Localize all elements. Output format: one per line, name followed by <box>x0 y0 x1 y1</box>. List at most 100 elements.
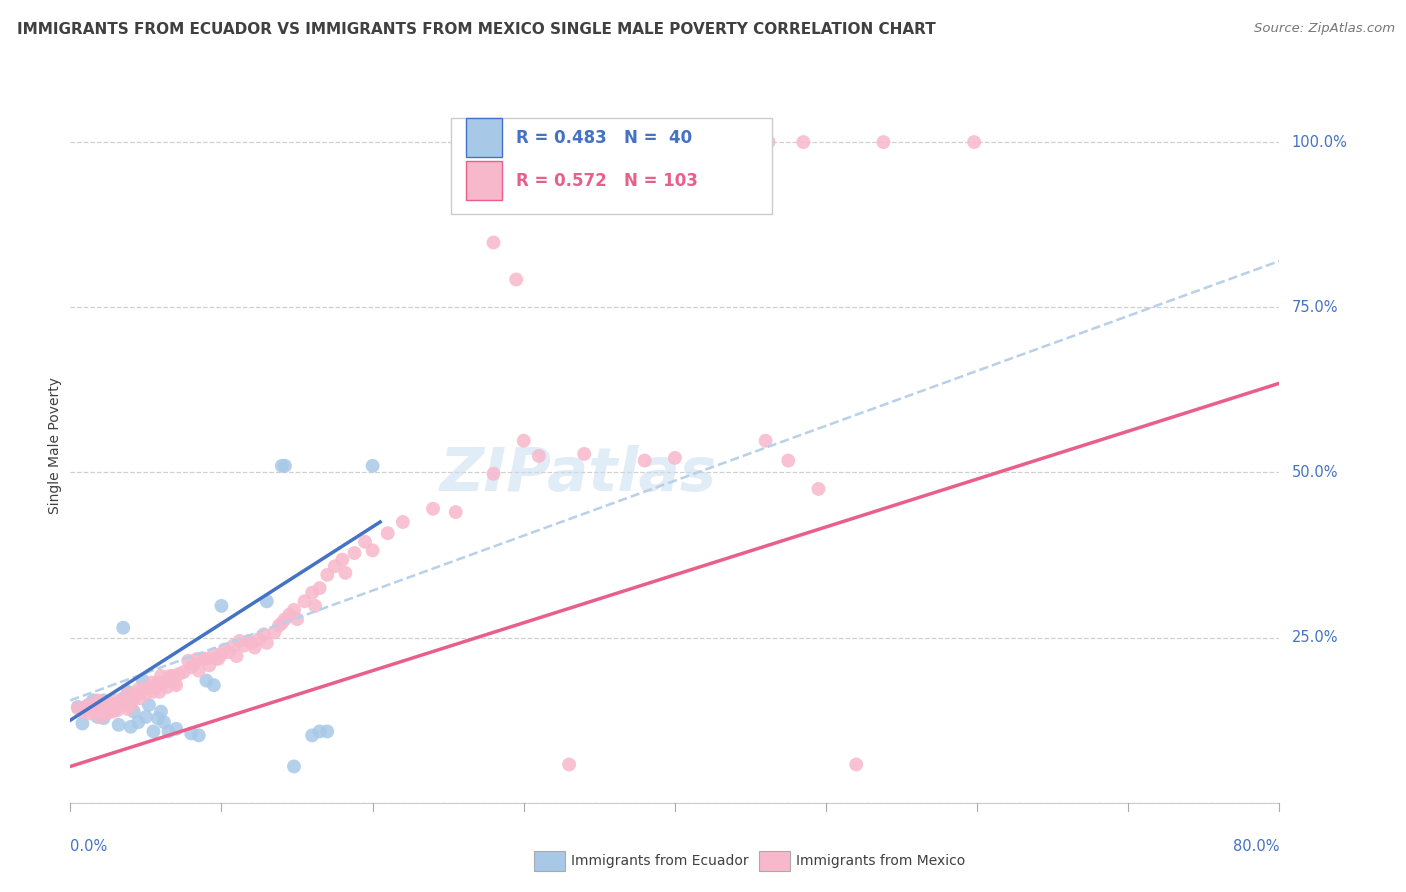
Point <box>135 710 157 724</box>
Point <box>872 135 894 149</box>
Point <box>256 594 278 608</box>
Point <box>323 559 346 574</box>
Point <box>963 135 986 149</box>
Point <box>238 634 260 648</box>
Point <box>111 693 134 707</box>
Text: IMMIGRANTS FROM ECUADOR VS IMMIGRANTS FROM MEXICO SINGLE MALE POVERTY CORRELATIO: IMMIGRANTS FROM ECUADOR VS IMMIGRANTS FR… <box>17 22 935 37</box>
Point <box>120 720 142 734</box>
Point <box>77 698 100 712</box>
Point <box>202 678 225 692</box>
Point <box>294 594 316 608</box>
Point <box>100 702 122 716</box>
Text: Immigrants from Ecuador: Immigrants from Ecuador <box>571 854 748 868</box>
Point <box>107 718 129 732</box>
Point <box>709 135 731 149</box>
Point <box>633 453 655 467</box>
Point <box>165 678 187 692</box>
Point <box>187 728 209 742</box>
Bar <box>465 118 502 157</box>
Point <box>270 458 294 473</box>
Point <box>86 693 108 707</box>
Point <box>444 505 467 519</box>
Bar <box>465 161 502 200</box>
Point <box>792 135 814 149</box>
Text: 80.0%: 80.0% <box>1233 839 1279 855</box>
Point <box>482 467 505 481</box>
Point <box>125 687 148 701</box>
Point <box>141 675 163 690</box>
Point <box>86 710 108 724</box>
Point <box>150 705 172 719</box>
Point <box>316 567 339 582</box>
Point <box>187 664 209 678</box>
Point <box>122 691 145 706</box>
Point <box>332 552 354 566</box>
Point <box>142 724 165 739</box>
Point <box>505 272 527 286</box>
Point <box>377 526 399 541</box>
Point <box>93 711 115 725</box>
Point <box>153 715 176 730</box>
Text: ZIPatlas: ZIPatlas <box>440 445 717 504</box>
FancyBboxPatch shape <box>451 118 772 214</box>
Point <box>267 618 290 632</box>
Point <box>77 698 100 712</box>
Point <box>104 693 127 707</box>
Point <box>87 702 110 716</box>
Point <box>75 700 97 714</box>
Point <box>127 682 149 697</box>
Point <box>157 724 180 739</box>
Point <box>243 640 266 655</box>
Point <box>112 691 135 706</box>
Point <box>105 703 128 717</box>
Point <box>148 685 170 699</box>
Text: R = 0.572   N = 103: R = 0.572 N = 103 <box>516 171 699 189</box>
Point <box>112 698 135 712</box>
Point <box>90 710 111 724</box>
Point <box>283 759 305 773</box>
Point <box>253 627 276 641</box>
Point <box>167 667 190 681</box>
Point <box>228 634 250 648</box>
Point <box>117 685 139 699</box>
Point <box>97 695 120 709</box>
Point <box>82 703 104 717</box>
Point <box>754 434 776 448</box>
Point <box>162 669 184 683</box>
Point <box>138 680 160 694</box>
Point <box>72 705 94 719</box>
Point <box>211 599 233 613</box>
Point <box>391 515 415 529</box>
Point <box>193 652 215 666</box>
Y-axis label: Single Male Poverty: Single Male Poverty <box>48 377 62 515</box>
Point <box>195 652 218 666</box>
Point <box>335 566 357 580</box>
Point <box>79 706 101 721</box>
Point <box>301 728 323 742</box>
Point <box>142 685 165 699</box>
Point <box>66 700 89 714</box>
Point <box>117 687 139 701</box>
Point <box>120 698 142 712</box>
Point <box>90 705 111 719</box>
Point <box>198 658 221 673</box>
Point <box>214 642 236 657</box>
Point <box>117 702 139 716</box>
Point <box>304 599 326 613</box>
Point <box>138 698 160 712</box>
Point <box>361 458 384 473</box>
Point <box>807 482 830 496</box>
Point <box>233 639 256 653</box>
Point <box>263 625 285 640</box>
Point <box>96 706 118 721</box>
Point <box>558 757 581 772</box>
Text: 100.0%: 100.0% <box>1292 135 1347 150</box>
Point <box>143 680 166 694</box>
Point <box>256 636 278 650</box>
Point <box>150 669 172 683</box>
Point <box>422 501 444 516</box>
Point <box>664 450 686 465</box>
Point <box>122 705 145 719</box>
Point <box>225 649 247 664</box>
Point <box>101 697 124 711</box>
